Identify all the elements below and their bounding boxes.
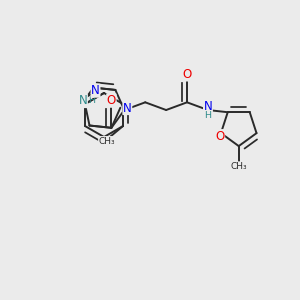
Text: H: H bbox=[204, 110, 211, 119]
Text: N: N bbox=[204, 100, 212, 112]
Text: N: N bbox=[123, 101, 132, 115]
Text: N: N bbox=[91, 84, 100, 97]
Text: CH₃: CH₃ bbox=[98, 136, 115, 146]
Text: H: H bbox=[88, 97, 95, 106]
Text: O: O bbox=[182, 68, 192, 81]
Text: O: O bbox=[107, 94, 116, 107]
Text: N: N bbox=[79, 94, 87, 107]
Text: CH₃: CH₃ bbox=[230, 162, 247, 171]
Text: O: O bbox=[215, 130, 225, 142]
